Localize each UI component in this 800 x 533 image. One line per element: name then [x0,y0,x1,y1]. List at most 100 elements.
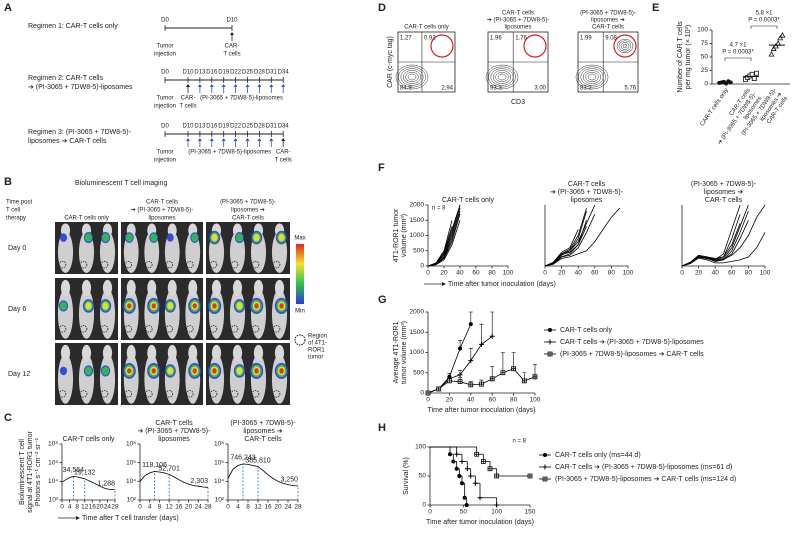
tumor-region [79,325,88,333]
tumor-region [145,261,153,269]
annotation-label: 118,106 [142,462,167,469]
x-tick-label: 20 [695,270,703,277]
point [468,322,473,327]
y-tick-label: 100 [415,444,426,451]
y-tick-label: 500 [413,369,424,376]
x-tick-label: 80 [510,397,518,404]
x-tick-label: 20 [274,504,282,511]
mouse-head [253,279,264,296]
y-tick-label: 10⁸ [126,441,136,448]
x-tick-label: 20 [558,270,566,277]
y-tick-label: 0 [420,390,424,397]
event-label: T cells [223,52,240,58]
mouse-head [232,279,243,296]
region-legend: Region [308,334,327,340]
contour [400,68,424,86]
day-label: D0 [161,70,169,76]
y-tick-label: 2000 [410,202,425,209]
tumor-region [209,325,218,333]
signal [85,302,92,310]
y-axis-title: Average 4T1-ROR1 [393,322,400,384]
day-label: D0 [161,18,169,24]
x-tick-label: 8 [246,504,250,511]
panel-letter: G [378,294,387,306]
x-tick-label: 100 [760,270,771,277]
signal [279,368,284,374]
contour [578,66,606,88]
y-tick-label: 10² [49,497,59,504]
day-label: D25 [242,124,254,130]
x-tick-label: 8 [75,504,79,511]
event-label: injection [154,104,176,110]
group-label: liposomes [504,25,531,31]
y-tick-label: 10² [127,497,137,504]
point [770,45,777,52]
line [61,475,115,490]
quadrant-value: 84.9 [400,86,412,92]
signal [166,233,174,242]
chart-title: CAR-T cells only [442,197,494,204]
panel-letter: F [378,162,385,174]
mouse-head [102,279,113,296]
highlight [613,34,637,58]
highlight [523,34,547,58]
arrow-head [186,84,190,87]
y-tick-label: 0 [704,81,708,88]
x-tick-label: 16 [175,504,183,511]
point [527,473,533,479]
day-label: D10 [226,18,238,24]
x-axis-title: Time after tumor inoculation (days) [428,407,536,414]
arrow-head [257,84,262,87]
x-tick-label: CAR-T cells only [699,88,729,128]
day-label: D25 [242,70,254,76]
day-label: D22 [230,124,242,130]
line [427,226,453,267]
y-tick-label: 10⁴ [214,478,224,485]
point [754,70,759,76]
panel-letter: B [4,176,12,188]
signal [235,233,244,242]
x-tick-label: 60 [489,397,497,404]
note: n = 8 [432,206,446,212]
error-bar [490,311,495,337]
arrow-head [269,84,274,87]
line [227,463,299,487]
signal [59,301,68,311]
scale-label: Min [295,309,305,315]
point [447,378,452,384]
mouse-body [185,289,201,339]
x-tick-label: 100 [491,509,502,516]
event-label: Tumor [156,96,173,102]
x-title-arrow-head [76,516,80,520]
signal [278,233,285,242]
group-label: liposomes [148,216,175,222]
chart-title: ➔ (PI-3065 + 7DW8-5)- [138,428,212,435]
chart-title: CAR-T cells [244,436,282,443]
point [462,495,467,500]
x-tick-label: 8 [158,504,162,511]
mouse-body [185,354,201,404]
group-label: CAR-T cells only [64,216,109,222]
line [544,207,620,267]
point [768,50,775,57]
tumor-region [230,390,239,398]
legend-marker [542,476,548,482]
error-bar [468,311,473,325]
x-tick-label: 12 [254,504,262,511]
day-label: D16 [206,70,218,76]
quadrant-value: 83.2 [580,86,592,92]
tumor-region [165,325,174,333]
mouse-body [57,354,74,404]
x-tick-label: 0 [428,509,432,516]
legend-label: (PI-3065 + 7DW8-5)-liposomes ➔ CAR-T cel… [560,351,704,358]
contour [622,43,628,49]
x-tick-label: 0 [426,397,430,404]
contour [395,64,429,90]
x-tick-label: 28 [111,504,119,511]
tumor-region [209,260,218,269]
contour [618,40,632,52]
x-tick-label: 40 [712,270,720,277]
chart-title: liposomes ➔ [704,189,743,196]
y-tick-label: 10⁴ [48,478,58,485]
x-tick-label: 16 [264,504,272,511]
